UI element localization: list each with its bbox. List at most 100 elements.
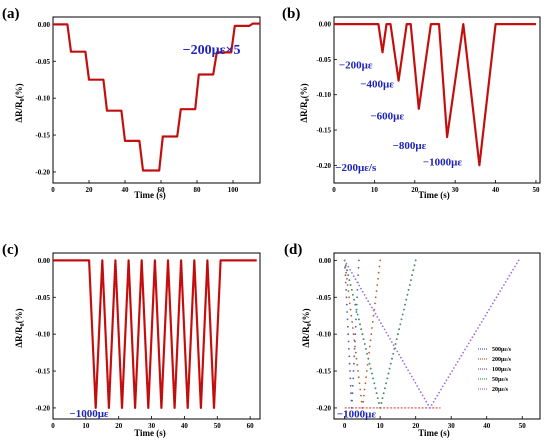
series-point-4 bbox=[360, 328, 363, 331]
series-point-5 bbox=[345, 262, 348, 265]
legend-label-2: 200με/s bbox=[492, 357, 512, 363]
y-axis-title-unit-a: (%) bbox=[14, 83, 24, 98]
annotation-b-4: −800με bbox=[393, 140, 427, 152]
y-tick-label-d: 0.00 bbox=[319, 257, 332, 265]
series-point-5 bbox=[504, 281, 507, 283]
series-point-5 bbox=[456, 360, 459, 363]
legend-label-3: 100με/s bbox=[492, 367, 512, 373]
series-point-2 bbox=[369, 339, 372, 342]
series-point-5 bbox=[352, 275, 355, 277]
svg-text:ΔR/R0(%): ΔR/R0(%) bbox=[301, 308, 313, 347]
series-point-1 bbox=[352, 370, 355, 372]
series-point-2 bbox=[349, 308, 352, 311]
series-point-2 bbox=[351, 327, 354, 329]
series-point-4 bbox=[411, 274, 413, 276]
series-point-5 bbox=[372, 309, 375, 312]
y-axis-title-sub-d: 0 bbox=[307, 323, 313, 326]
series-point-4 bbox=[384, 387, 386, 390]
series-point-4 bbox=[373, 382, 376, 385]
x-axis-title-d: Time (s) bbox=[418, 428, 450, 438]
x-tick-label-d: 0 bbox=[343, 422, 347, 430]
y-axis-title-unit-d: (%) bbox=[301, 308, 311, 323]
series-point-1 bbox=[347, 340, 350, 343]
series-point-5 bbox=[475, 330, 477, 332]
series-point-2 bbox=[375, 290, 378, 292]
series-point-4 bbox=[378, 402, 380, 404]
series-point-2 bbox=[368, 345, 371, 348]
series-point-5 bbox=[358, 284, 361, 287]
series-point-5 bbox=[394, 347, 397, 350]
series-point-2 bbox=[374, 296, 377, 299]
series-point-2 bbox=[354, 351, 357, 354]
series-point-2 bbox=[348, 296, 350, 299]
panel-label-d: (d) bbox=[284, 242, 302, 258]
annotation-b-1: −200με bbox=[339, 60, 373, 72]
series-point-4 bbox=[347, 274, 350, 276]
series-point-5 bbox=[403, 363, 406, 365]
series-point-4 bbox=[401, 313, 404, 316]
series-point-4 bbox=[407, 289, 410, 291]
series-point-5 bbox=[440, 388, 442, 391]
series-point-2 bbox=[357, 376, 360, 379]
series-line-c bbox=[53, 259, 257, 409]
series-point-1 bbox=[350, 407, 353, 409]
x-axis-title-c: Time (s) bbox=[134, 428, 166, 438]
y-tick-label-b: -0.05 bbox=[316, 56, 331, 64]
series-point-4 bbox=[353, 298, 355, 301]
series-point-4 bbox=[355, 308, 358, 311]
series-point-5 bbox=[503, 284, 505, 286]
series-point-5 bbox=[477, 327, 479, 329]
series-point-4 bbox=[350, 289, 353, 291]
series-point-1 bbox=[349, 384, 352, 387]
series-point-4 bbox=[408, 284, 411, 286]
series-point-4 bbox=[381, 397, 384, 399]
series-point-5 bbox=[371, 306, 373, 309]
series-point-5 bbox=[458, 357, 461, 360]
series-point-4 bbox=[352, 293, 354, 296]
series-point-1 bbox=[353, 362, 355, 365]
y-tick-label-b: -0.10 bbox=[316, 91, 331, 99]
annotation-b-3: −600με bbox=[370, 110, 404, 122]
series-point-2 bbox=[374, 302, 376, 305]
x-tick-label-b: 50 bbox=[532, 186, 540, 194]
svg-text:ΔR/R0(%): ΔR/R0(%) bbox=[14, 308, 26, 347]
series-point-5 bbox=[495, 296, 498, 299]
x-tick-label-a: 0 bbox=[51, 186, 55, 194]
series-point-2 bbox=[377, 271, 380, 274]
series-point-5 bbox=[351, 272, 353, 274]
series-point-2 bbox=[355, 357, 358, 360]
series-point-2 bbox=[371, 321, 374, 323]
series-point-5 bbox=[367, 300, 370, 303]
series-point-4 bbox=[374, 387, 377, 390]
series-point-1 bbox=[351, 392, 354, 395]
series-point-4 bbox=[389, 362, 392, 365]
series-point-5 bbox=[443, 382, 446, 385]
series-point-5 bbox=[488, 308, 490, 311]
series-point-2 bbox=[376, 284, 379, 286]
plot-frame-d bbox=[333, 252, 541, 420]
series-point-4 bbox=[369, 367, 372, 370]
series-point-5 bbox=[429, 407, 431, 409]
svg-text:ΔR/R0(%): ΔR/R0(%) bbox=[299, 83, 311, 122]
x-tick-label-c: 30 bbox=[148, 422, 156, 430]
series-point-4 bbox=[365, 348, 367, 350]
panel-c: (c) ΔR/R0(%) Time (s) 0 10 20 30 40 50 600.00-… bbox=[2, 242, 261, 438]
series-point-2 bbox=[351, 321, 353, 323]
series-point-5 bbox=[469, 339, 472, 342]
y-tick-label-d: -0.05 bbox=[316, 294, 331, 302]
series-point-5 bbox=[478, 324, 481, 326]
series-point-5 bbox=[369, 303, 371, 306]
series-point-1 bbox=[353, 355, 356, 358]
series-point-5 bbox=[497, 293, 500, 296]
series-point-1 bbox=[348, 355, 351, 358]
plot-frame-b bbox=[333, 16, 541, 184]
series-point-5 bbox=[493, 299, 496, 302]
y-tick-label-c: 0.00 bbox=[38, 257, 51, 265]
series-point-5 bbox=[396, 350, 399, 353]
series-point-4 bbox=[398, 328, 400, 331]
series-point-4 bbox=[367, 357, 370, 360]
series-point-5 bbox=[423, 397, 426, 400]
series-point-4 bbox=[382, 392, 385, 395]
series-point-5 bbox=[466, 345, 468, 348]
x-tick-label-d: 30 bbox=[448, 422, 456, 430]
